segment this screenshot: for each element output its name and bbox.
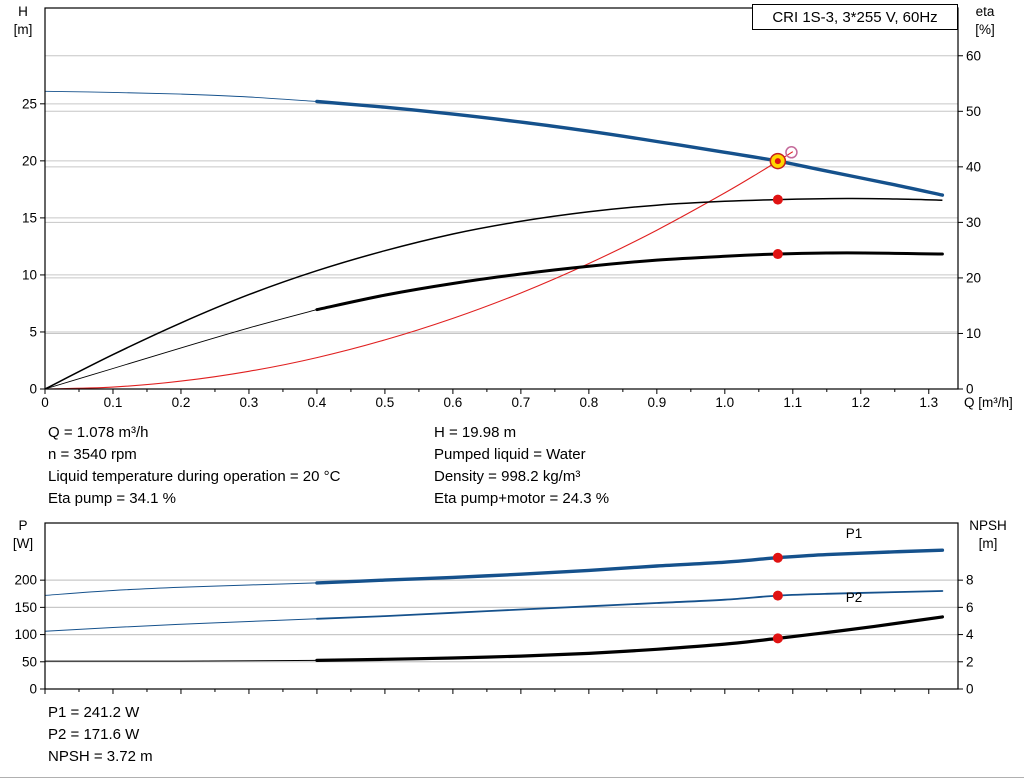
- y-right-tick-label: 0: [966, 382, 974, 397]
- y-right-tick-label: 10: [966, 326, 981, 341]
- y-right-tick-label: 50: [966, 104, 981, 119]
- p-axis-symbol: P: [18, 518, 28, 533]
- requested-duty-ring: [785, 146, 798, 159]
- npsh-curve-thin: [44, 659, 317, 662]
- top-left-axis-label: H [m]: [2, 3, 44, 39]
- x-tick-label: 0.4: [308, 395, 327, 410]
- x-tick-label: 0.2: [172, 395, 191, 410]
- y-right-tick-label: 40: [966, 159, 981, 174]
- bottom-left-axis-label: P [W]: [2, 517, 44, 553]
- operating-data-col2: H = 19.98 m Pumped liquid = Water Densit…: [434, 422, 609, 510]
- x-tick-label: 1.1: [783, 395, 802, 410]
- eta-pump-duty-dot: [772, 194, 783, 205]
- p2-curve-thin: [44, 618, 317, 632]
- p1-duty-dot: [772, 552, 783, 563]
- x-tick-label: 0: [41, 395, 49, 410]
- top-right-axis-label: eta [%]: [962, 3, 1008, 39]
- power-npsh-chart-frame: [44, 522, 959, 690]
- pumped-liquid-text: Pumped liquid = Water: [434, 446, 586, 463]
- h-axis-unit: [m]: [13, 22, 33, 37]
- pump-speed-text: n = 3540 rpm: [48, 446, 137, 463]
- duty-head-text: H = 19.98 m: [434, 424, 517, 441]
- y-left-tick-label: 100: [14, 627, 37, 642]
- y-left-tick-label: 150: [14, 600, 37, 615]
- p2-curve-label: P2: [846, 590, 863, 605]
- y-right-tick-label: 60: [966, 48, 981, 63]
- y-left-tick-label: 10: [22, 267, 37, 282]
- eta-pump-motor-text: Eta pump+motor = 24.3 %: [434, 490, 610, 507]
- x-tick-label: 1.3: [919, 395, 938, 410]
- system-curve: [44, 151, 794, 390]
- power-npsh-data: P1 = 241.2 W P2 = 171.6 W NPSH = 3.72 m: [48, 702, 153, 768]
- eta-axis-unit: [%]: [975, 22, 995, 37]
- x-tick-label: 1.0: [715, 395, 734, 410]
- p1-curve-label: P1: [846, 526, 863, 541]
- duty-flow-text: Q = 1.078 m³/h: [48, 424, 149, 441]
- npsh-curve: [315, 615, 944, 662]
- y-right-tick-label: 4: [966, 627, 974, 642]
- y-right-tick-label: 8: [966, 573, 974, 588]
- p1-curve-thin: [44, 582, 317, 596]
- eta-pump-motor-curve-thin: [44, 309, 318, 390]
- x-tick-label: 0.5: [376, 395, 395, 410]
- density-text: Density = 998.2 kg/m³: [434, 468, 581, 485]
- y-left-tick-label: 200: [14, 573, 37, 588]
- pump-model-label: CRI 1S-3, 3*255 V, 60Hz: [752, 4, 958, 30]
- h-axis-symbol: H: [18, 4, 28, 19]
- npsh-axis-unit: [m]: [978, 536, 998, 551]
- p-axis-unit: [W]: [12, 536, 34, 551]
- y-left-tick-label: 15: [22, 210, 37, 225]
- eta-pump-text: Eta pump = 34.1 %: [48, 490, 176, 507]
- y-left-tick-label: 25: [22, 96, 37, 111]
- y-left-tick-label: 50: [22, 654, 37, 669]
- p1-value-text: P1 = 241.2 W: [48, 704, 140, 721]
- npsh-duty-dot: [772, 633, 783, 644]
- x-tick-label: 0.7: [511, 395, 530, 410]
- q-axis-unit-label: Q [m³/h]: [964, 395, 1013, 410]
- npsh-axis-symbol: NPSH: [969, 518, 1007, 533]
- pump-qh-curve-thin: [44, 90, 317, 102]
- eta-axis-symbol: eta: [975, 4, 995, 19]
- p2-value-text: P2 = 171.6 W: [48, 726, 140, 743]
- x-tick-label: 0.6: [444, 395, 463, 410]
- p2-curve: [316, 590, 944, 620]
- y-right-tick-label: 2: [966, 654, 974, 669]
- liquid-temperature-text: Liquid temperature during operation = 20…: [48, 468, 341, 485]
- y-right-tick-label: 0: [966, 682, 974, 697]
- x-tick-label: 0.3: [240, 395, 259, 410]
- eta-pump-curve: [44, 197, 943, 390]
- bottom-right-axis-label: NPSH [m]: [958, 517, 1018, 553]
- x-tick-label: 0.8: [579, 395, 598, 410]
- x-tick-label: 0.1: [104, 395, 123, 410]
- duty-point-core: [774, 158, 781, 165]
- y-left-tick-label: 0: [29, 682, 37, 697]
- operating-data-col1: Q = 1.078 m³/h n = 3540 rpm Liquid tempe…: [48, 422, 340, 510]
- y-right-tick-label: 20: [966, 270, 981, 285]
- y-left-tick-label: 20: [22, 153, 37, 168]
- p2-duty-dot: [772, 590, 783, 601]
- x-tick-label: 1.2: [851, 395, 870, 410]
- qh-eta-chart-frame: [44, 7, 959, 390]
- npsh-value-text: NPSH = 3.72 m: [48, 748, 153, 765]
- y-left-tick-label: 0: [29, 382, 37, 397]
- y-left-tick-label: 5: [29, 324, 37, 339]
- p1-curve: [315, 548, 945, 585]
- y-right-tick-label: 30: [966, 215, 981, 230]
- eta-pump-motor-duty-dot: [772, 249, 783, 260]
- x-tick-label: 0.9: [647, 395, 666, 410]
- y-right-tick-label: 6: [966, 600, 974, 615]
- eta-pump-motor-curve: [315, 251, 944, 312]
- page-bottom-divider: [0, 777, 1024, 778]
- pump-qh-curve: [315, 99, 945, 197]
